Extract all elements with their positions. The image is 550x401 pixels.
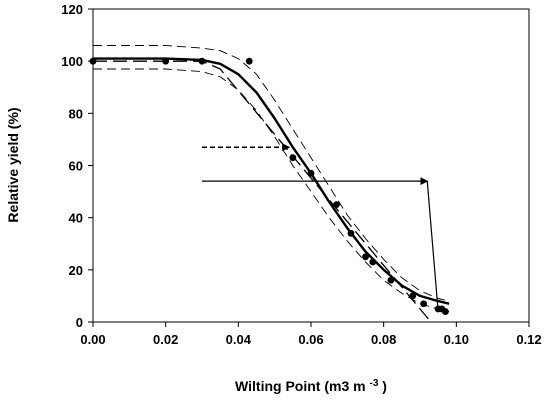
x-tick-label: 0.02 xyxy=(153,332,178,347)
y-tick-label: 20 xyxy=(69,263,83,278)
x-axis-title-suffix: ) xyxy=(382,378,387,394)
x-tick-label: 0.12 xyxy=(516,332,541,347)
y-tick-label: 40 xyxy=(69,211,83,226)
data-point xyxy=(347,229,355,237)
y-axis-ticks: 0 20 40 60 80 100 120 xyxy=(61,2,93,330)
y-tick-label: 60 xyxy=(69,159,83,174)
data-point xyxy=(442,308,449,315)
annotation-line xyxy=(426,181,439,312)
data-point xyxy=(245,57,253,65)
data-point xyxy=(198,57,206,65)
x-tick-label: 0.00 xyxy=(80,332,105,347)
data-point xyxy=(333,201,340,209)
x-tick-label: 0.10 xyxy=(444,332,469,347)
confidence-band-upper-line xyxy=(93,45,450,302)
y-tick-label: 80 xyxy=(69,106,83,121)
data-point xyxy=(420,300,428,308)
data-point xyxy=(369,258,377,266)
points-layer xyxy=(89,57,449,315)
data-point xyxy=(307,169,315,177)
y-tick-label: 0 xyxy=(76,315,83,330)
annotation-layer xyxy=(202,143,439,312)
x-axis-title-superscript: -3 xyxy=(369,378,378,389)
data-point xyxy=(162,57,170,65)
linear-fit-line xyxy=(93,60,432,323)
data-point xyxy=(409,292,417,300)
x-tick-label: 0.08 xyxy=(371,332,396,347)
x-axis-ticks: 0.00 0.02 0.04 0.06 0.08 0.10 0.12 xyxy=(80,322,542,347)
data-point xyxy=(289,154,297,162)
data-point xyxy=(387,276,395,284)
plot-area xyxy=(92,8,530,323)
y-tick-label: 120 xyxy=(61,2,83,17)
data-point xyxy=(362,253,369,261)
x-axis-title-main: Wilting Point (m3 m xyxy=(235,378,366,394)
x-axis-title: Wilting Point (m3 m -3 ) xyxy=(235,378,387,395)
x-tick-label: 0.06 xyxy=(298,332,323,347)
y-axis-title: Relative yield (%) xyxy=(5,107,21,222)
y-tick-label: 100 xyxy=(61,54,83,69)
x-tick-label: 0.04 xyxy=(226,332,252,347)
data-point xyxy=(89,57,97,65)
